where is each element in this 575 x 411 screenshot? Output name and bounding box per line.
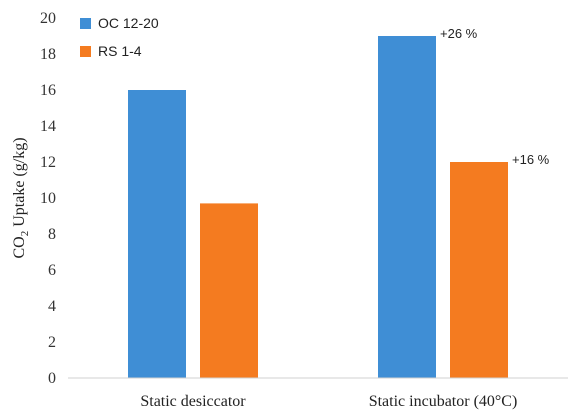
y-tick-label: 16 (40, 82, 56, 99)
category-labels: Static desiccator Static incubator (40°C) (140, 393, 517, 410)
y-tick-label: 18 (40, 46, 56, 63)
y-tick-label: 20 (40, 10, 56, 27)
bar-annotation: +26 % (440, 26, 478, 41)
legend-label: RS 1-4 (98, 43, 142, 59)
legend-swatch (80, 18, 91, 29)
bar-oc-12-20-0 (128, 90, 186, 378)
legend-label: OC 12-20 (98, 15, 159, 31)
y-tick-label: 8 (48, 226, 56, 243)
bars (128, 36, 508, 378)
y-tick-label: 10 (40, 190, 56, 207)
bar-rs-1-4-1 (450, 162, 508, 378)
bar-annotation: +16 % (512, 152, 550, 167)
legend: OC 12-20 RS 1-4 (80, 15, 159, 59)
category-label: Static incubator (40°C) (369, 393, 518, 410)
y-tick-label: 0 (48, 370, 56, 387)
y-tick-label: 12 (40, 154, 56, 171)
y-tick-label: 2 (48, 334, 56, 351)
y-axis-title: CO2 Uptake (g/kg) (11, 137, 31, 258)
y-tick-label: 4 (48, 298, 56, 315)
bar-oc-12-20-1 (378, 36, 436, 378)
y-tick-label: 6 (48, 262, 56, 279)
legend-swatch (80, 46, 91, 57)
bar-rs-1-4-0 (200, 203, 258, 378)
y-axis-title-rest: Uptake (g/kg) (11, 137, 28, 230)
y-tick-label: 14 (40, 118, 56, 135)
y-axis-title-sub: 2 (19, 231, 31, 237)
y-axis-title-main: CO (11, 236, 28, 258)
annotations: +26 % +16 % (440, 26, 550, 167)
category-label: Static desiccator (140, 393, 246, 410)
y-axis-ticks: 0 2 4 6 8 10 12 14 16 18 20 (40, 10, 56, 387)
